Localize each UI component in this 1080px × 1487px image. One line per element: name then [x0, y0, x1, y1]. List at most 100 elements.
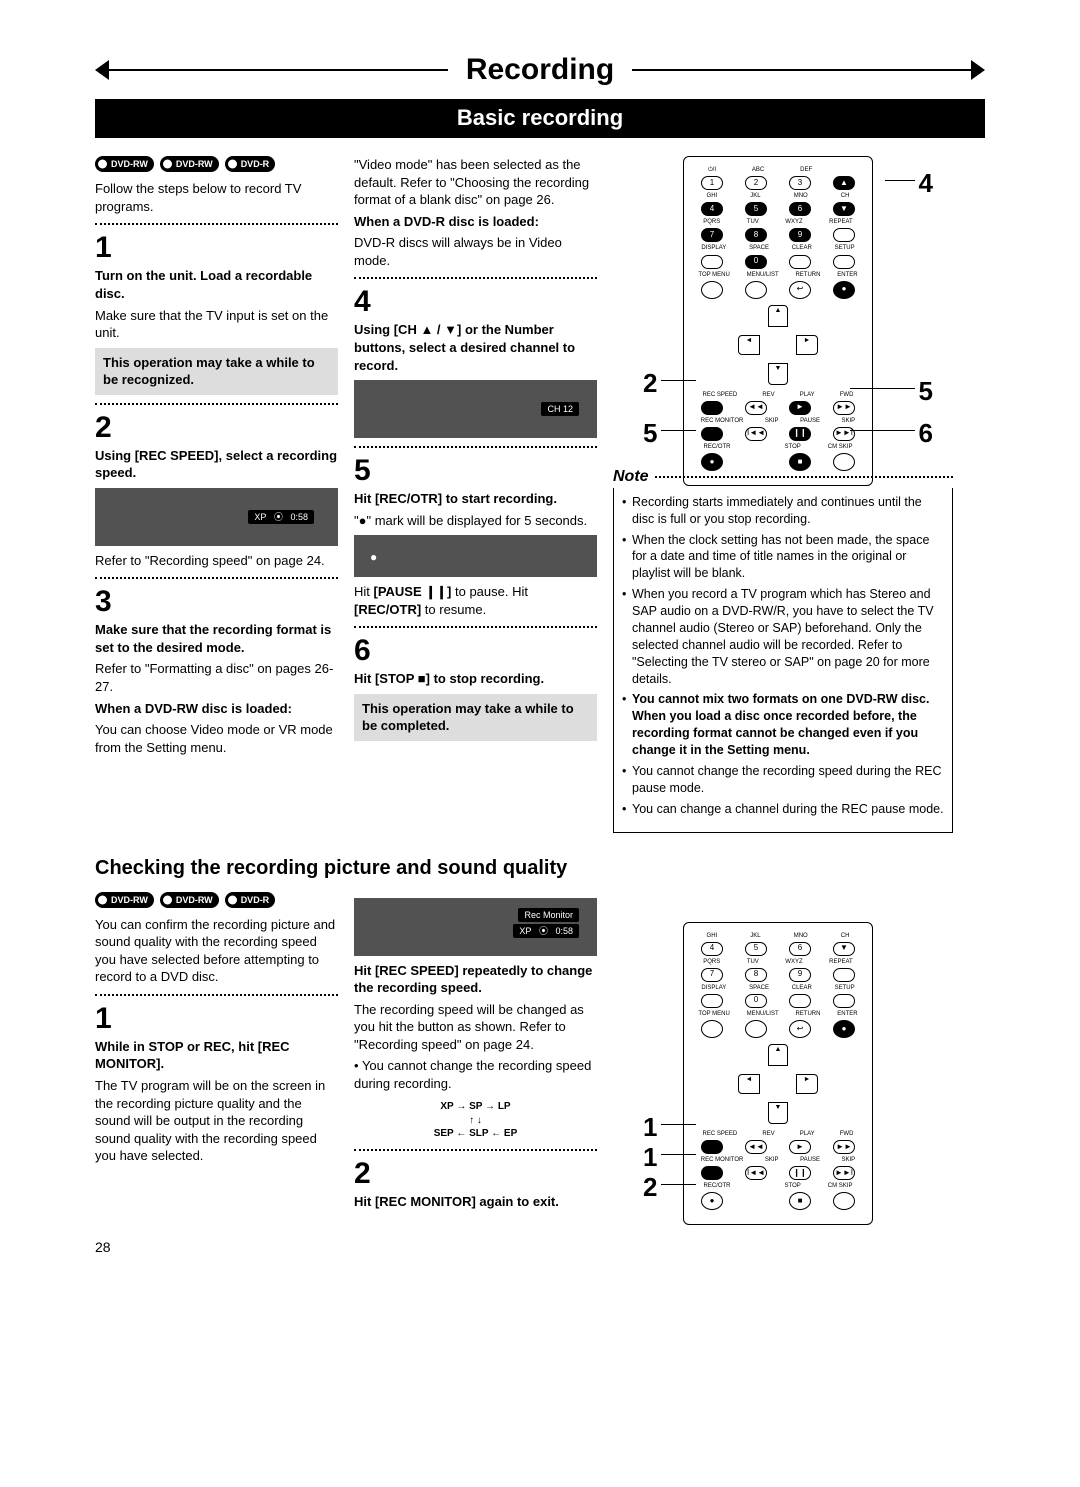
lbl-row: DISPLAYSPACECLEARSETUP [690, 244, 866, 252]
rule [632, 69, 971, 71]
screen-ch: CH 12 [541, 402, 579, 416]
arrow-right-icon [971, 60, 985, 80]
remote-btn: ● [701, 453, 723, 471]
lbl-row: REC MONITORSKIPPAUSESKIP [690, 1156, 866, 1164]
remote-btn: ►►I [833, 1166, 855, 1180]
remote-btn [701, 994, 723, 1008]
callout-line [850, 430, 915, 431]
remote-diagram: ⏻/IABCDEF 123▲ GHIJKLMNOCH 456▼ PQRSTUVW… [683, 156, 873, 486]
remote-btn [833, 228, 855, 242]
sec2-s2-b: • You cannot change the recording speed … [354, 1057, 597, 1092]
remote-btn: ❙❙ [789, 427, 811, 441]
remote-btn [745, 281, 767, 299]
callout-4: 4 [919, 166, 933, 201]
t: to pause. Hit [451, 584, 528, 599]
divider [95, 223, 338, 225]
step-num: 2 [354, 1159, 597, 1189]
note-bold: You cannot mix two formats on one DVD-RW… [632, 692, 929, 757]
time-label: 0:58 [555, 926, 573, 936]
callout-line [850, 388, 915, 389]
t: [REC/OTR] [354, 602, 421, 617]
step2-heading: Using [REC SPEED], select a recording sp… [95, 448, 337, 481]
disc-tags: DVD-RW DVD-RW DVD-R [95, 156, 338, 172]
remote-btn: ►►I [833, 427, 855, 441]
step-num: 2 [95, 413, 338, 443]
note-box: Recording starts immediately and continu… [613, 488, 953, 833]
sec2-col2: Rec Monitor XP ⦿ 0:58 Hit [REC SPEED] re… [354, 892, 597, 1215]
lbl-row: TOP MENUMENU/LISTRETURNENTER [690, 271, 866, 279]
divider [354, 626, 597, 628]
step6-heading: Hit [STOP ■] to stop recording. [354, 671, 544, 686]
col2-top: "Video mode" has been selected as the de… [354, 156, 597, 209]
remote-bottom-wrap: GHIJKLMNOCH 456▼ PQRSTUVWXYZREPEAT 789 D… [613, 922, 953, 1202]
divider [95, 403, 338, 405]
step3-subheading: When a DVD-RW disc is loaded: [95, 701, 292, 716]
callout-2: 2 [643, 366, 657, 401]
remote-btn [701, 401, 723, 415]
remote-btn: I◄◄ [745, 1166, 767, 1180]
remote-btn: ↩ [789, 1020, 811, 1038]
remote-btn: 6 [789, 942, 811, 956]
remote-diagram-bottom: GHIJKLMNOCH 456▼ PQRSTUVWXYZREPEAT 789 D… [683, 922, 873, 1226]
callout-line [661, 1184, 696, 1185]
dpad: ▲ ▼ ◄ ► [738, 1044, 818, 1124]
remote-btn: ● [833, 1020, 855, 1038]
intro-text: Follow the steps below to record TV prog… [95, 180, 338, 215]
remote-btn: I◄◄ [745, 427, 767, 441]
dpad-left: ◄ [738, 335, 760, 355]
btn-row: 456▼ [690, 942, 866, 956]
lbl-row: TOP MENUMENU/LISTRETURNENTER [690, 1010, 866, 1018]
remote-btn [701, 1140, 723, 1154]
btn-row: 456▼ [690, 202, 866, 216]
remote-btn [745, 1020, 767, 1038]
remote-btn: ↩ [789, 281, 811, 299]
note-item: Recording starts immediately and continu… [622, 494, 944, 528]
rec-mark-icon: ● [370, 549, 377, 565]
divider [354, 1149, 597, 1151]
disc-icon: ⦿ [539, 926, 548, 936]
screen-recmon-xp: XP ⦿ 0:58 [513, 924, 579, 938]
arrow-left-icon [95, 60, 109, 80]
remote-btn: ● [833, 281, 855, 299]
section2-title: Checking the recording picture and sound… [95, 855, 985, 882]
lbl-row: PQRSTUVWXYZREPEAT [690, 218, 866, 226]
sec2-col1: DVD-RW DVD-RW DVD-R You can confirm the … [95, 892, 338, 1215]
remote-btn: 4 [701, 942, 723, 956]
lbl-row: REC SPEEDREVPLAYFWD [690, 1130, 866, 1138]
btn-row: ◄◄►►► [690, 401, 866, 415]
step-num: 1 [95, 233, 338, 263]
remote-btn: ►► [833, 1140, 855, 1154]
step5-text2: Hit [PAUSE ❙❙] to pause. Hit [REC/OTR] t… [354, 583, 597, 618]
divider [95, 577, 338, 579]
sec2-exit: Hit [REC MONITOR] again to exit. [354, 1194, 559, 1209]
main-title: Recording [448, 50, 632, 91]
remote-btn: ● [701, 1192, 723, 1210]
step3-heading: Make sure that the recording format is s… [95, 622, 331, 655]
remote-btn: ► [789, 1140, 811, 1154]
remote-btn: 3 [789, 176, 811, 190]
disc-tag: DVD-RW [160, 892, 219, 908]
speed-cycle-diagram: XP → SP → LP ↑ ↓ SEP ← SLP ← EP [354, 1100, 597, 1141]
disc-tag: DVD-RW [95, 156, 154, 172]
note-item: When you record a TV program which has S… [622, 586, 944, 687]
sec2-intro: You can confirm the recording picture an… [95, 916, 338, 986]
lbl-row: REC/OTRSTOPCM SKIP [690, 1182, 866, 1190]
remote-top-wrap: ⏻/IABCDEF 123▲ GHIJKLMNOCH 456▼ PQRSTUVW… [613, 156, 953, 466]
btn-row: ↩● [690, 1020, 866, 1038]
dvdr-text: DVD-R discs will always be in Video mode… [354, 234, 597, 269]
t: [PAUSE ❙❙] [374, 584, 452, 599]
remote-btn: 7 [701, 968, 723, 982]
lbl-row: PQRSTUVWXYZREPEAT [690, 958, 866, 966]
callout-2b: 2 [643, 1170, 657, 1205]
btn-row: 0 [690, 255, 866, 269]
disc-tag: DVD-R [225, 892, 276, 908]
remote-btn: 0 [745, 994, 767, 1008]
screen-channel: CH 12 [354, 380, 597, 438]
dpad-right: ► [796, 1074, 818, 1094]
btn-row: ●■ [690, 1192, 866, 1210]
remote-btn [833, 994, 855, 1008]
sec2-s2-h: Hit [REC SPEED] repeatedly to change the… [354, 963, 592, 996]
dpad-up: ▲ [768, 1044, 788, 1066]
remote-btn: ►► [833, 401, 855, 415]
step1-text: Make sure that the TV input is set on th… [95, 307, 338, 342]
